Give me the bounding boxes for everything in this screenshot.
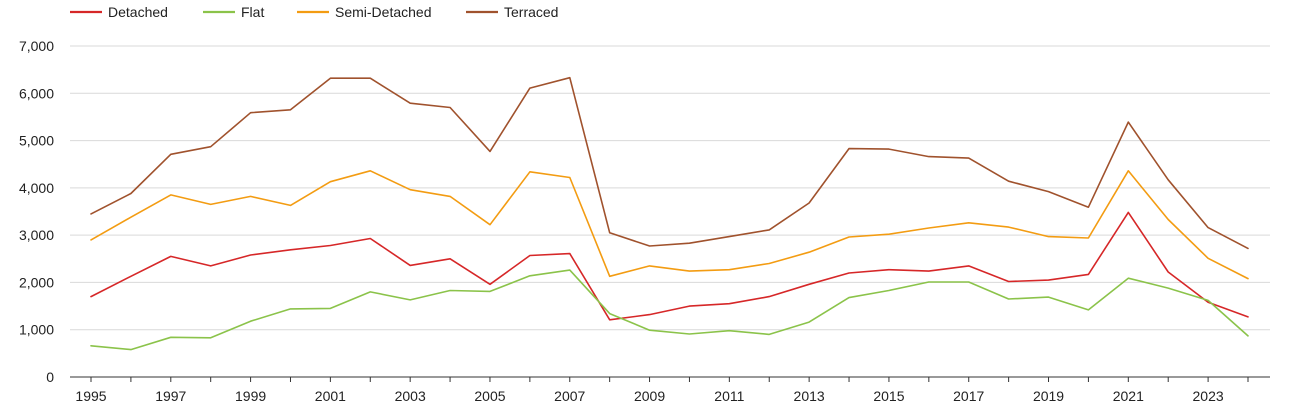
series-line-semi-detached	[90, 170, 1249, 280]
y-tick-label: 3,000	[19, 227, 54, 243]
legend-label: Terraced	[504, 4, 558, 20]
legend-item: Semi-Detached	[297, 4, 432, 20]
legend-item: Flat	[203, 4, 264, 20]
gridlines	[70, 45, 1270, 331]
legend: Detached Flat Semi-Detached Terraced	[70, 4, 558, 20]
series-line-flat	[90, 269, 1249, 351]
x-tick-label: 2023	[1193, 388, 1224, 404]
x-tick-label: 2015	[873, 388, 904, 404]
y-tick-label: 1,000	[19, 322, 54, 338]
legend-label: Detached	[108, 4, 168, 20]
legend-label: Semi-Detached	[335, 4, 432, 20]
x-tick-label: 2005	[474, 388, 505, 404]
x-tick-label: 2017	[953, 388, 984, 404]
x-tick-label: 2019	[1033, 388, 1064, 404]
x-tick-label: 2013	[794, 388, 825, 404]
legend-label: Flat	[241, 4, 264, 20]
series-line-terraced	[90, 76, 1249, 250]
y-tick-label: 5,000	[19, 133, 54, 149]
x-tick-label: 1999	[235, 388, 266, 404]
x-axis-ticks: 1995 1997 1999 2001 2003 2005 2007 2009 2011 2013…	[75, 377, 1249, 404]
series-line-detached	[90, 211, 1249, 321]
x-tick-label: 2007	[554, 388, 585, 404]
y-tick-label: 2,000	[19, 274, 54, 290]
x-tick-label: 2001	[315, 388, 346, 404]
x-tick-label: 2011	[714, 388, 744, 404]
y-tick-label: 6,000	[19, 85, 54, 101]
x-tick-label: 1995	[75, 388, 106, 404]
series-group	[90, 76, 1249, 351]
y-tick-label: 0	[46, 369, 54, 385]
x-tick-label: 1997	[155, 388, 186, 404]
y-tick-label: 7,000	[19, 38, 54, 54]
x-tick-label: 2009	[634, 388, 665, 404]
legend-item: Terraced	[466, 4, 558, 20]
y-axis-ticks: 0 1,000 2,000 3,000 4,000 5,000 6,000 7,000	[19, 38, 54, 385]
legend-item: Detached	[70, 4, 168, 20]
x-tick-label: 2003	[395, 388, 426, 404]
y-tick-label: 4,000	[19, 180, 54, 196]
x-tick-label: 2021	[1113, 388, 1144, 404]
